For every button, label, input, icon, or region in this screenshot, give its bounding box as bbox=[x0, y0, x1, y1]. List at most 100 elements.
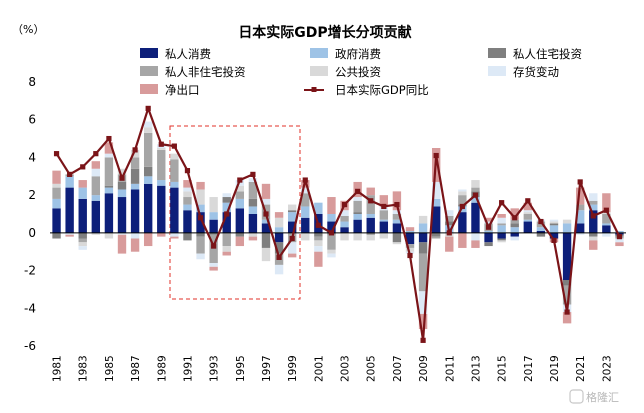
bar-segment-s0 bbox=[143, 183, 153, 233]
bar-group-1988 bbox=[143, 121, 153, 247]
bar-segment-s5 bbox=[209, 263, 218, 267]
gdp-point-2016 bbox=[512, 215, 518, 221]
bar-segment-s6 bbox=[314, 251, 323, 267]
bar-segment-s6 bbox=[523, 202, 533, 211]
legend-item-0: 私人消费 bbox=[140, 47, 211, 61]
gdp-point-1981 bbox=[53, 151, 60, 157]
bar-segment-s4 bbox=[405, 247, 415, 252]
bar-segment-s5 bbox=[353, 197, 362, 201]
bar-segment-s6 bbox=[183, 180, 192, 188]
legend-swatch bbox=[310, 66, 328, 76]
bar-segment-s6 bbox=[405, 227, 415, 231]
bar-segment-s0 bbox=[209, 219, 218, 233]
bar-segment-s2 bbox=[549, 223, 559, 226]
bar-segment-s4 bbox=[143, 127, 153, 133]
gdp-point-1983 bbox=[80, 164, 86, 170]
bar-segment-s3 bbox=[575, 204, 585, 211]
gdp-point-2009 bbox=[420, 337, 426, 343]
bar-segment-s4 bbox=[261, 247, 271, 262]
legend-swatch bbox=[140, 48, 158, 58]
gdp-point-2020 bbox=[564, 309, 570, 315]
bar-segment-s0 bbox=[602, 225, 611, 233]
bar-segment-s2 bbox=[209, 232, 218, 235]
legend-item-1: 政府消费 bbox=[310, 47, 381, 61]
x-tick-label: 1983 bbox=[78, 355, 90, 382]
gdp-point-2000 bbox=[302, 177, 308, 183]
legend-label: 私人住宅投资 bbox=[513, 47, 582, 61]
gdp-point-2017 bbox=[525, 198, 531, 204]
bar-segment-s5 bbox=[575, 232, 585, 235]
gdp-point-1988 bbox=[145, 105, 151, 111]
legend-item-6: 净出口 bbox=[140, 83, 200, 97]
bar-segment-s4 bbox=[183, 191, 192, 198]
bar-segment-s4 bbox=[301, 232, 310, 241]
bar-segment-s5 bbox=[589, 193, 598, 201]
bar-segment-s1 bbox=[183, 204, 192, 211]
bar-segment-s0 bbox=[471, 202, 480, 233]
bar-segment-s2 bbox=[392, 232, 402, 243]
bar-segment-s3 bbox=[353, 200, 362, 213]
x-tick-label: 2001 bbox=[313, 355, 325, 382]
bar-segment-s4 bbox=[379, 232, 389, 239]
bar-segment-s6 bbox=[471, 240, 480, 248]
bar-segment-s5 bbox=[91, 168, 101, 177]
gdp-point-2023 bbox=[603, 207, 609, 213]
watermark-logo-icon bbox=[569, 389, 584, 404]
bar-group-1999 bbox=[287, 204, 297, 258]
gdp-point-2008 bbox=[407, 252, 413, 259]
y-tick-label: -2 bbox=[24, 264, 36, 278]
bar-segment-s3 bbox=[52, 187, 61, 199]
bar-segment-s5 bbox=[65, 232, 74, 235]
bar-segment-s6 bbox=[602, 193, 611, 213]
bar-segment-s2 bbox=[366, 232, 375, 235]
bar-group-2023 bbox=[602, 193, 611, 237]
bar-segment-s0 bbox=[78, 198, 87, 233]
bar-segment-s1 bbox=[458, 206, 467, 213]
x-tick-label: 2015 bbox=[497, 355, 509, 382]
bar-segment-s4 bbox=[78, 242, 87, 247]
bar-segment-s5 bbox=[261, 198, 271, 205]
bar-segment-s5 bbox=[392, 210, 402, 214]
bar-segment-s5 bbox=[170, 232, 179, 237]
x-tick-label: 2003 bbox=[340, 355, 352, 382]
bar-segment-s5 bbox=[523, 210, 533, 213]
x-tick-label: 1993 bbox=[209, 355, 221, 382]
gdp-point-1993 bbox=[211, 243, 217, 249]
gdp-point-1996 bbox=[250, 171, 256, 177]
bar-segment-s5 bbox=[301, 187, 310, 194]
y-tick-label: -6 bbox=[24, 339, 36, 353]
legend-label: 私人非住宅投资 bbox=[165, 65, 246, 79]
gdp-point-1986 bbox=[119, 175, 125, 181]
bar-segment-s4 bbox=[91, 232, 101, 235]
y-tick-label: 6 bbox=[28, 113, 36, 127]
bar-segment-s6 bbox=[366, 187, 375, 196]
bar-segment-s4 bbox=[353, 232, 362, 241]
x-tick-label: 2013 bbox=[470, 355, 482, 382]
bar-segment-s5 bbox=[484, 221, 493, 224]
bar-segment-s2 bbox=[536, 232, 546, 237]
bar-segment-s1 bbox=[484, 230, 493, 233]
bar-segment-s0 bbox=[52, 208, 61, 233]
bar-segment-s0 bbox=[510, 232, 519, 237]
bar-segment-s4 bbox=[274, 217, 284, 228]
bar-group-2009 bbox=[418, 215, 428, 330]
bar-segment-s6 bbox=[248, 236, 258, 241]
bar-segment-s5 bbox=[222, 193, 231, 198]
gdp-point-2019 bbox=[551, 237, 557, 243]
bar-segment-s1 bbox=[471, 197, 480, 203]
bar-segment-s6 bbox=[510, 208, 519, 220]
bar-group-2016 bbox=[510, 208, 519, 241]
bar-segment-s3 bbox=[143, 132, 153, 167]
bar-segment-s6 bbox=[157, 232, 166, 237]
bar-segment-s6 bbox=[261, 183, 271, 199]
bar-segment-s5 bbox=[287, 242, 297, 254]
bar-segment-s0 bbox=[405, 232, 415, 245]
bar-segment-s5 bbox=[418, 291, 428, 314]
bar-group-1981 bbox=[52, 170, 61, 239]
bar-segment-s0 bbox=[327, 221, 336, 233]
legend-swatch bbox=[140, 66, 158, 76]
bar-segment-s3 bbox=[536, 221, 546, 228]
legend-label: 私人消费 bbox=[165, 47, 211, 61]
x-axis-ticks: 1981 1983 1985 1987 1989 1991 1993 1995 1997 1999… bbox=[52, 355, 614, 382]
